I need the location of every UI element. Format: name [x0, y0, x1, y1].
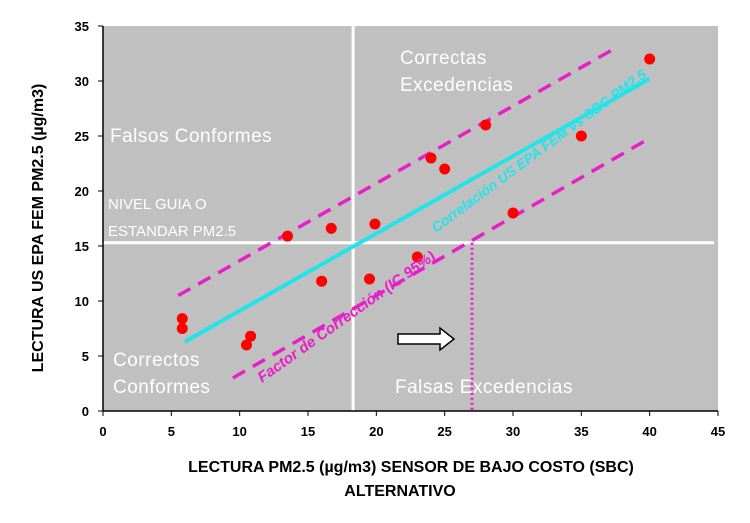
data-point-10: [411, 251, 423, 263]
label-correctas-excedencias-2: Excedencias: [400, 75, 513, 96]
y-tick-label: 35: [75, 19, 89, 34]
x-tick-label: 40: [642, 424, 656, 439]
y-tick-label: 20: [75, 184, 89, 199]
x-tick-label: 0: [99, 424, 106, 439]
x-tick-label: 20: [369, 424, 383, 439]
data-point-11: [425, 152, 437, 164]
x-tick-label: 10: [232, 424, 246, 439]
data-point-6: [316, 275, 328, 287]
data-point-7: [325, 222, 337, 234]
data-points: [176, 53, 656, 351]
plot-area: [103, 26, 718, 411]
x-tick-label: 5: [168, 424, 175, 439]
y-tick-label: 30: [75, 74, 89, 89]
data-point-13: [480, 119, 492, 131]
x-tick-label: 45: [711, 424, 725, 439]
x-tick-label: 15: [301, 424, 315, 439]
label-correctos-conformes-2: Conformes: [113, 377, 210, 398]
y-tick-label: 10: [75, 294, 89, 309]
y-tick-label: 15: [75, 239, 89, 254]
trend-lines: [177, 46, 651, 380]
y-tick-label: 0: [82, 404, 89, 419]
label-correctos-conformes-1: Correctos: [113, 350, 200, 371]
axes: [98, 25, 719, 416]
upper-confidence-band: [177, 46, 617, 298]
label-nivel-guia-1: NIVEL GUIA O: [108, 196, 207, 213]
data-point-3: [241, 339, 252, 351]
correlation-line: [184, 77, 651, 344]
data-point-5: [282, 230, 293, 242]
data-point-2: [176, 323, 188, 334]
x-tick-label: 25: [437, 424, 451, 439]
data-point-4: [245, 330, 257, 342]
data-point-14: [507, 207, 519, 219]
x-tick-label: 30: [506, 424, 520, 439]
right-arrow-icon: [397, 326, 456, 352]
y-tick-label: 5: [82, 349, 89, 364]
data-point-8: [364, 273, 375, 285]
label-falsas-excedencias: Falsas Excedencias: [395, 377, 573, 398]
label-nivel-guia-2: ESTANDAR PM2.5: [108, 223, 236, 240]
label-falsos-conformes: Falsos Conformes: [110, 126, 272, 147]
label-correctas-excedencias-1: Correctas: [400, 48, 487, 69]
lower-confidence-band: [231, 136, 651, 380]
guide-lines: [103, 26, 714, 411]
data-point-15: [575, 130, 587, 142]
x-axis-title-line1: LECTURA PM2.5 (µg/m3) SENSOR DE BAJO COS…: [188, 459, 634, 476]
tick-labels: 0 5 10 15 20 25 30 35 40 45 0 5 10 15 20 25 30 35: [75, 19, 726, 439]
x-axis-title-line2: ALTERNATIVO: [344, 483, 455, 500]
data-point-16: [644, 53, 656, 65]
x-tick-label: 35: [574, 424, 588, 439]
data-point-9: [369, 218, 381, 230]
data-point-1: [176, 313, 188, 325]
y-axis-title: LECTURA US EPA FEM PM2.5 (µg/m3): [30, 84, 47, 373]
y-tick-label: 25: [75, 129, 89, 144]
data-point-12: [439, 163, 451, 175]
